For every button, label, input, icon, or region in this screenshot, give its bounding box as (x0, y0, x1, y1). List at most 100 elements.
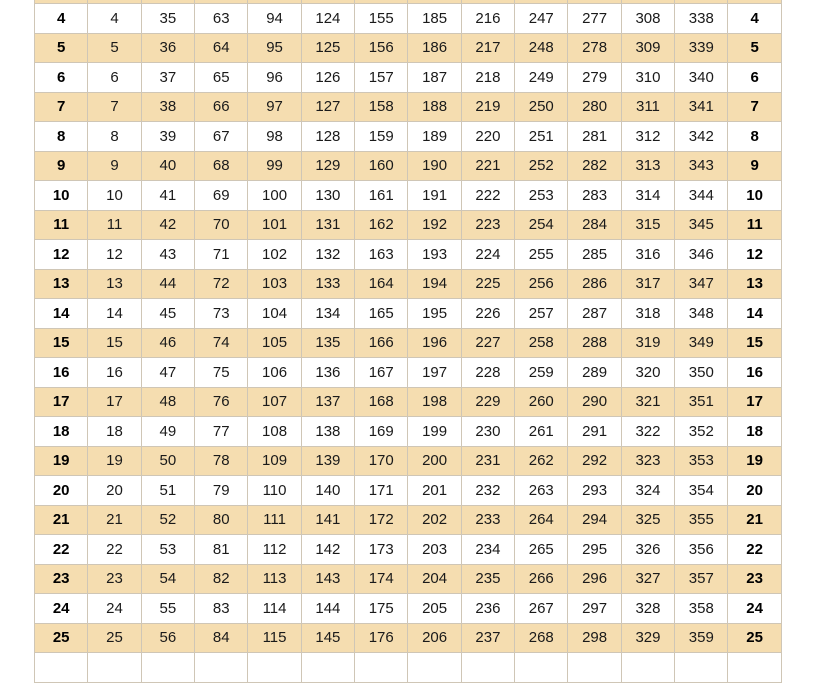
day-of-year-cell: 295 (567, 534, 622, 565)
day-of-year-cell: 296 (567, 563, 622, 594)
day-of-year-cell: 342 (674, 121, 729, 152)
day-cell-left: 19 (33, 445, 89, 476)
day-of-year-cell: 69 (194, 180, 249, 211)
day-of-year-cell: 128 (300, 121, 356, 152)
day-cell-right: 16 (727, 357, 782, 388)
day-cell-left: 5 (33, 32, 89, 63)
table-row: 9 9 40 68 99 129 160 190 221 252 282 313 343 9 (33, 150, 782, 181)
day-of-year-cell: 191 (407, 180, 462, 211)
day-of-year-cell (567, 652, 622, 683)
day-of-year-cell: 247 (514, 3, 569, 34)
day-cell-left: 8 (33, 121, 89, 152)
day-of-year-cell: 23 (87, 563, 142, 594)
day-of-year-cell: 83 (194, 593, 249, 624)
day-of-year-cell: 115 (247, 622, 302, 653)
day-of-year-cell: 10 (87, 180, 142, 211)
day-of-year-cell: 124 (300, 3, 356, 34)
day-of-year-cell: 130 (300, 180, 356, 211)
day-of-year-cell: 354 (674, 475, 729, 506)
day-of-year-cell: 139 (300, 445, 356, 476)
day-cell-left: 25 (33, 622, 89, 653)
day-of-year-cell: 18 (87, 416, 142, 447)
day-of-year-cell: 327 (620, 563, 676, 594)
day-cell-left: 11 (33, 209, 89, 240)
day-of-year-cell: 315 (620, 209, 676, 240)
day-of-year-cell: 53 (140, 534, 196, 565)
day-of-year-cell: 125 (300, 32, 356, 63)
day-of-year-cell: 285 (567, 239, 622, 270)
day-of-year-cell: 290 (567, 386, 622, 417)
day-cell-right: 18 (727, 416, 782, 447)
day-of-year-cell: 249 (514, 62, 569, 93)
day-of-year-cell: 135 (300, 327, 356, 358)
day-of-year-cell: 54 (140, 563, 196, 594)
day-of-year-cell: 235 (460, 563, 516, 594)
day-of-year-cell: 98 (247, 121, 302, 152)
day-of-year-cell: 286 (567, 268, 622, 299)
day-of-year-cell: 143 (300, 563, 356, 594)
day-cell-left: 13 (33, 268, 89, 299)
day-of-year-cell: 12 (87, 239, 142, 270)
day-of-year-cell: 193 (407, 239, 462, 270)
day-cell-right: 23 (727, 563, 782, 594)
day-of-year-cell: 39 (140, 121, 196, 152)
day-cell-left: 23 (33, 563, 89, 594)
day-cell-right: 5 (727, 32, 782, 63)
day-cell-right: 25 (727, 622, 782, 653)
table-row: 7 7 38 66 97 127 158 188 219 250 280 311 341 7 (33, 91, 782, 122)
day-of-year-cell (354, 652, 409, 683)
day-of-year-cell: 15 (87, 327, 142, 358)
day-of-year-cell: 175 (354, 593, 409, 624)
day-of-year-cell: 21 (87, 504, 142, 535)
day-of-year-cell: 234 (460, 534, 516, 565)
day-of-year-cell: 195 (407, 298, 462, 329)
day-cell-right: 6 (727, 62, 782, 93)
day-of-year-cell: 357 (674, 563, 729, 594)
day-of-year-cell: 74 (194, 327, 249, 358)
day-of-year-cell: 25 (87, 622, 142, 653)
day-of-year-cell: 308 (620, 3, 676, 34)
day-of-year-cell: 254 (514, 209, 569, 240)
day-of-year-cell: 66 (194, 91, 249, 122)
day-of-year-cell: 200 (407, 445, 462, 476)
day-of-year-cell: 348 (674, 298, 729, 329)
day-of-year-cell: 223 (460, 209, 516, 240)
table-row: 15 15 46 74 105 135 166 196 227 258 288 319 349 15 (33, 327, 782, 358)
day-of-year-cell: 317 (620, 268, 676, 299)
day-cell-right: 13 (727, 268, 782, 299)
day-of-year-cell: 114 (247, 593, 302, 624)
day-cell-right: 20 (727, 475, 782, 506)
day-of-year-cell: 199 (407, 416, 462, 447)
day-of-year-cell: 132 (300, 239, 356, 270)
day-of-year-cell: 176 (354, 622, 409, 653)
day-of-year-cell: 221 (460, 150, 516, 181)
day-of-year-cell: 340 (674, 62, 729, 93)
day-of-year-cell: 169 (354, 416, 409, 447)
table-row: 20 20 51 79 110 140 171 201 232 263 293 324 354 20 (33, 475, 782, 506)
day-cell-left: 4 (33, 3, 89, 34)
day-of-year-cell: 156 (354, 32, 409, 63)
day-of-year-cell: 159 (354, 121, 409, 152)
day-of-year-cell: 95 (247, 32, 302, 63)
day-of-year-cell: 17 (87, 386, 142, 417)
day-of-year-cell: 44 (140, 268, 196, 299)
day-of-year-cell: 140 (300, 475, 356, 506)
day-of-year-cell: 260 (514, 386, 569, 417)
day-of-year-cell: 127 (300, 91, 356, 122)
day-of-year-cell: 172 (354, 504, 409, 535)
day-of-year-cell: 255 (514, 239, 569, 270)
day-of-year-cell: 99 (247, 150, 302, 181)
day-of-year-cell: 346 (674, 239, 729, 270)
day-of-year-cell: 250 (514, 91, 569, 122)
day-of-year-cell: 22 (87, 534, 142, 565)
day-of-year-cell: 70 (194, 209, 249, 240)
day-of-year-cell: 252 (514, 150, 569, 181)
day-of-year-cell: 160 (354, 150, 409, 181)
day-of-year-cell: 142 (300, 534, 356, 565)
day-of-year-cell: 65 (194, 62, 249, 93)
day-of-year-cell: 97 (247, 91, 302, 122)
day-of-year-cell: 344 (674, 180, 729, 211)
day-of-year-cell: 80 (194, 504, 249, 535)
day-of-year-cell: 185 (407, 3, 462, 34)
day-of-year-cell: 13 (87, 268, 142, 299)
